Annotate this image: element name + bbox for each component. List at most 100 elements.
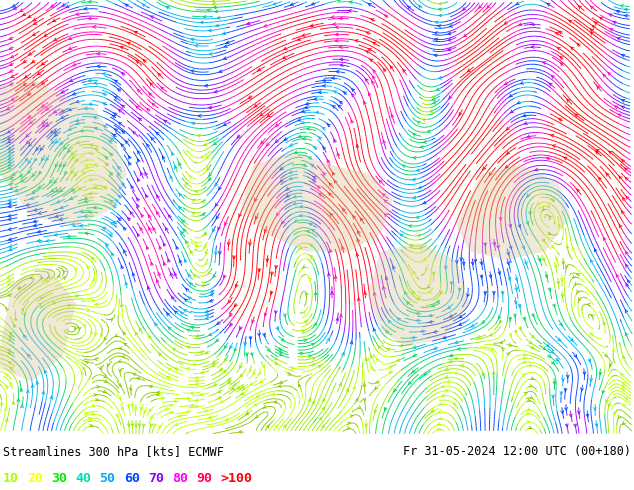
FancyArrowPatch shape — [483, 167, 486, 170]
Text: 80: 80 — [172, 472, 188, 486]
FancyArrowPatch shape — [311, 24, 313, 27]
FancyArrowPatch shape — [8, 279, 11, 282]
FancyArrowPatch shape — [205, 317, 209, 319]
FancyArrowPatch shape — [332, 106, 335, 108]
FancyArrowPatch shape — [255, 403, 257, 406]
FancyArrowPatch shape — [609, 364, 612, 367]
FancyArrowPatch shape — [327, 160, 330, 163]
FancyArrowPatch shape — [105, 163, 108, 166]
FancyArrowPatch shape — [52, 141, 55, 144]
FancyArrowPatch shape — [523, 357, 526, 360]
FancyArrowPatch shape — [224, 358, 227, 361]
FancyArrowPatch shape — [136, 61, 139, 63]
FancyArrowPatch shape — [471, 262, 474, 265]
FancyArrowPatch shape — [372, 81, 375, 84]
FancyArrowPatch shape — [76, 100, 79, 103]
FancyArrowPatch shape — [218, 396, 221, 399]
FancyArrowPatch shape — [8, 147, 11, 149]
FancyArrowPatch shape — [91, 413, 94, 415]
FancyArrowPatch shape — [53, 19, 56, 22]
FancyArrowPatch shape — [195, 190, 198, 193]
FancyArrowPatch shape — [77, 141, 80, 144]
FancyArrowPatch shape — [20, 405, 23, 408]
FancyArrowPatch shape — [114, 113, 117, 116]
FancyArrowPatch shape — [328, 273, 330, 276]
FancyArrowPatch shape — [514, 330, 517, 333]
FancyArrowPatch shape — [559, 119, 562, 122]
FancyArrowPatch shape — [72, 156, 75, 159]
FancyArrowPatch shape — [323, 79, 325, 82]
FancyArrowPatch shape — [252, 320, 254, 323]
FancyArrowPatch shape — [110, 319, 112, 322]
FancyArrowPatch shape — [439, 417, 443, 420]
FancyArrowPatch shape — [531, 23, 534, 25]
FancyArrowPatch shape — [138, 424, 141, 427]
FancyArrowPatch shape — [622, 99, 624, 102]
FancyArrowPatch shape — [204, 16, 206, 18]
FancyArrowPatch shape — [409, 225, 412, 227]
FancyArrowPatch shape — [575, 114, 578, 117]
FancyArrowPatch shape — [455, 357, 458, 360]
FancyArrowPatch shape — [559, 323, 562, 326]
FancyArrowPatch shape — [91, 331, 93, 334]
FancyArrowPatch shape — [14, 324, 16, 327]
FancyArrowPatch shape — [577, 44, 580, 47]
FancyArrowPatch shape — [168, 368, 171, 371]
FancyArrowPatch shape — [275, 362, 278, 364]
FancyArrowPatch shape — [335, 33, 338, 36]
FancyArrowPatch shape — [509, 224, 512, 227]
FancyArrowPatch shape — [33, 33, 36, 36]
FancyArrowPatch shape — [599, 372, 602, 375]
FancyArrowPatch shape — [11, 98, 15, 100]
FancyArrowPatch shape — [311, 343, 314, 346]
FancyArrowPatch shape — [413, 134, 417, 136]
FancyArrowPatch shape — [569, 20, 572, 23]
FancyArrowPatch shape — [448, 380, 450, 383]
FancyArrowPatch shape — [246, 412, 249, 415]
FancyArrowPatch shape — [300, 205, 303, 208]
FancyArrowPatch shape — [527, 408, 530, 411]
FancyArrowPatch shape — [555, 33, 559, 35]
FancyArrowPatch shape — [335, 39, 338, 42]
FancyArrowPatch shape — [88, 417, 91, 420]
FancyArrowPatch shape — [303, 137, 306, 140]
FancyArrowPatch shape — [314, 147, 317, 149]
FancyArrowPatch shape — [626, 265, 628, 268]
FancyArrowPatch shape — [157, 280, 159, 283]
FancyArrowPatch shape — [462, 262, 465, 265]
FancyArrowPatch shape — [286, 187, 289, 190]
FancyArrowPatch shape — [622, 160, 624, 163]
FancyArrowPatch shape — [55, 233, 58, 236]
FancyArrowPatch shape — [299, 135, 302, 138]
FancyArrowPatch shape — [131, 186, 134, 189]
FancyArrowPatch shape — [267, 348, 270, 351]
FancyArrowPatch shape — [89, 17, 91, 20]
FancyArrowPatch shape — [143, 424, 145, 427]
FancyArrowPatch shape — [266, 259, 269, 262]
FancyArrowPatch shape — [8, 339, 11, 342]
FancyArrowPatch shape — [210, 293, 213, 296]
FancyArrowPatch shape — [119, 110, 122, 112]
FancyArrowPatch shape — [81, 129, 84, 132]
FancyArrowPatch shape — [29, 143, 32, 146]
FancyArrowPatch shape — [622, 383, 625, 385]
FancyArrowPatch shape — [336, 70, 339, 73]
FancyArrowPatch shape — [322, 407, 325, 410]
FancyArrowPatch shape — [256, 415, 259, 418]
FancyArrowPatch shape — [524, 392, 527, 395]
FancyArrowPatch shape — [212, 364, 216, 366]
FancyArrowPatch shape — [113, 221, 117, 224]
FancyArrowPatch shape — [484, 243, 486, 246]
FancyArrowPatch shape — [103, 93, 106, 96]
FancyArrowPatch shape — [130, 212, 133, 215]
FancyArrowPatch shape — [358, 406, 361, 409]
FancyArrowPatch shape — [355, 40, 358, 42]
FancyArrowPatch shape — [342, 246, 344, 250]
FancyArrowPatch shape — [590, 32, 593, 35]
FancyArrowPatch shape — [383, 140, 385, 144]
FancyArrowPatch shape — [94, 148, 98, 150]
FancyArrowPatch shape — [471, 324, 474, 327]
FancyArrowPatch shape — [509, 94, 512, 97]
FancyArrowPatch shape — [8, 166, 11, 169]
FancyArrowPatch shape — [120, 47, 124, 49]
